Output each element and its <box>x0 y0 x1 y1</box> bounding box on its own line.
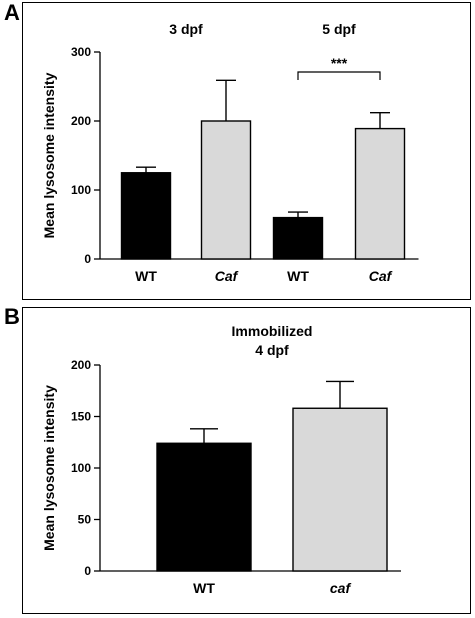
panel-a-group-label: 3 dpf <box>169 21 203 37</box>
panel-a-category-label: Caf <box>369 268 393 284</box>
panel-a-y-tick-label: 0 <box>84 252 91 266</box>
panel-b-bar <box>156 442 252 572</box>
panel-b-y-axis-title: Mean lysosome intensity <box>41 385 57 551</box>
panel-b-y-tick-label: 100 <box>71 461 91 475</box>
panel-b-y-tick-label: 50 <box>78 513 92 527</box>
panel-a-significance-bracket <box>297 71 381 80</box>
panel-a-y-axis-title: Mean lysosome intensity <box>41 72 57 238</box>
panel-a-bar <box>272 216 324 260</box>
panel-a-group-label: 5 dpf <box>322 21 356 37</box>
panel-a-y-tick-label: 300 <box>71 45 91 59</box>
panel-a-bar <box>354 127 406 260</box>
panel-b-title-line: Immobilized <box>232 323 313 339</box>
panel-a-bar <box>120 172 172 260</box>
panel-b-y-tick-label: 150 <box>71 410 91 424</box>
panel-a-category-label: WT <box>287 268 309 284</box>
panel-b-title-line: 4 dpf <box>255 342 289 358</box>
panel-b-y-tick-label: 0 <box>84 564 91 578</box>
panel-b-letter: B <box>4 304 20 329</box>
panel-b-category-label: WT <box>193 580 215 596</box>
panel-a-category-label: WT <box>135 268 157 284</box>
panel-a-y-tick-label: 200 <box>71 114 91 128</box>
panel-b-y-tick-label: 200 <box>71 358 91 372</box>
panel-a-letter: A <box>4 0 20 25</box>
panel-a-significance-label: *** <box>331 55 348 71</box>
panel-a-category-label: Caf <box>215 268 239 284</box>
panel-a-y-tick-label: 100 <box>71 183 91 197</box>
panel-b-bar <box>292 407 388 572</box>
panel-a-bar <box>200 120 252 260</box>
panel-b-category-label: caf <box>330 580 352 596</box>
